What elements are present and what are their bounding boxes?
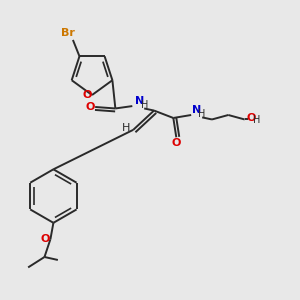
Text: H: H [254,116,261,125]
Text: O: O [85,102,94,112]
Text: H: H [122,123,130,134]
Text: O: O [172,138,181,148]
Text: O: O [247,113,256,123]
Text: N: N [134,96,144,106]
Text: O: O [82,90,92,100]
Text: H: H [141,100,149,110]
Text: O: O [40,234,50,244]
Text: N: N [192,105,201,115]
Text: Br: Br [61,28,74,38]
Text: H: H [199,109,206,118]
